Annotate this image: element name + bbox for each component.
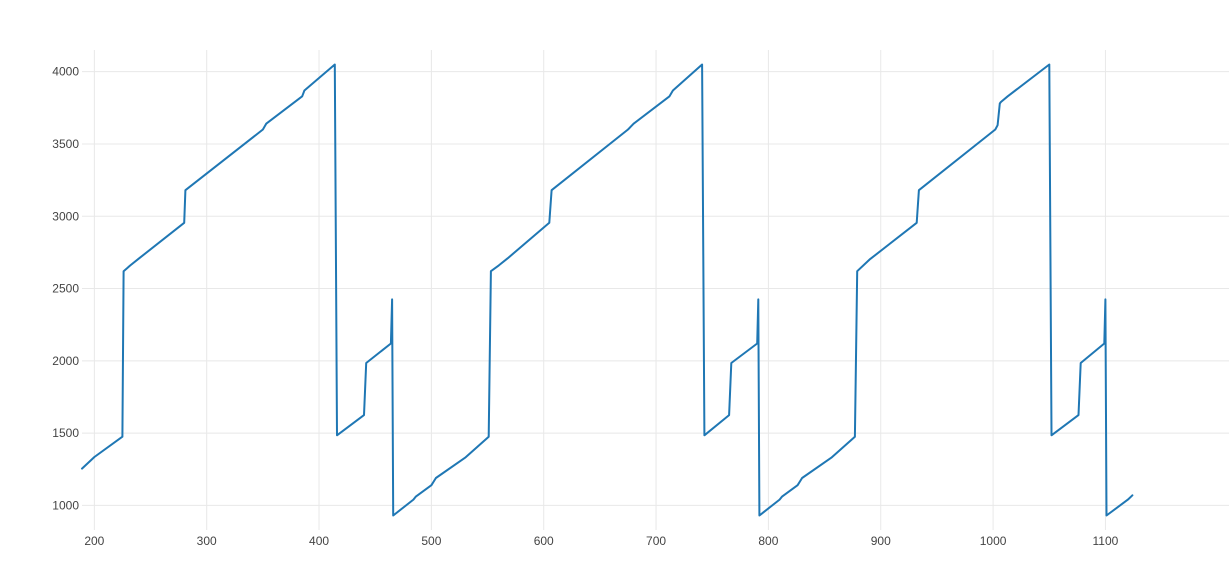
x-tick-label: 900 (871, 534, 891, 548)
x-tick-label: 200 (84, 534, 104, 548)
grid (82, 50, 1229, 530)
series-lines (81, 63, 1134, 517)
y-axis-ticks: 1000 1500 2000 2500 3000 3500 4000 (52, 65, 79, 513)
y-tick-label: 2500 (52, 282, 79, 296)
x-tick-label: 400 (309, 534, 329, 548)
x-tick-label: 800 (758, 534, 778, 548)
x-tick-label: 600 (534, 534, 554, 548)
y-tick-label: 3000 (52, 209, 79, 223)
y-tick-label: 1000 (52, 498, 79, 512)
x-axis-ticks: 200 300 400 500 600 700 800 900 1000 1100 (84, 534, 1118, 548)
x-tick-label: 1000 (980, 534, 1007, 548)
x-tick-label: 700 (646, 534, 666, 548)
series-line-0 (81, 63, 1134, 517)
y-tick-label: 2000 (52, 354, 79, 368)
x-tick-label: 300 (197, 534, 217, 548)
x-tick-label: 500 (421, 534, 441, 548)
y-tick-label: 4000 (52, 65, 79, 79)
y-tick-label: 3500 (52, 137, 79, 151)
y-tick-label: 1500 (52, 426, 79, 440)
x-tick-label: 1100 (1093, 534, 1119, 548)
